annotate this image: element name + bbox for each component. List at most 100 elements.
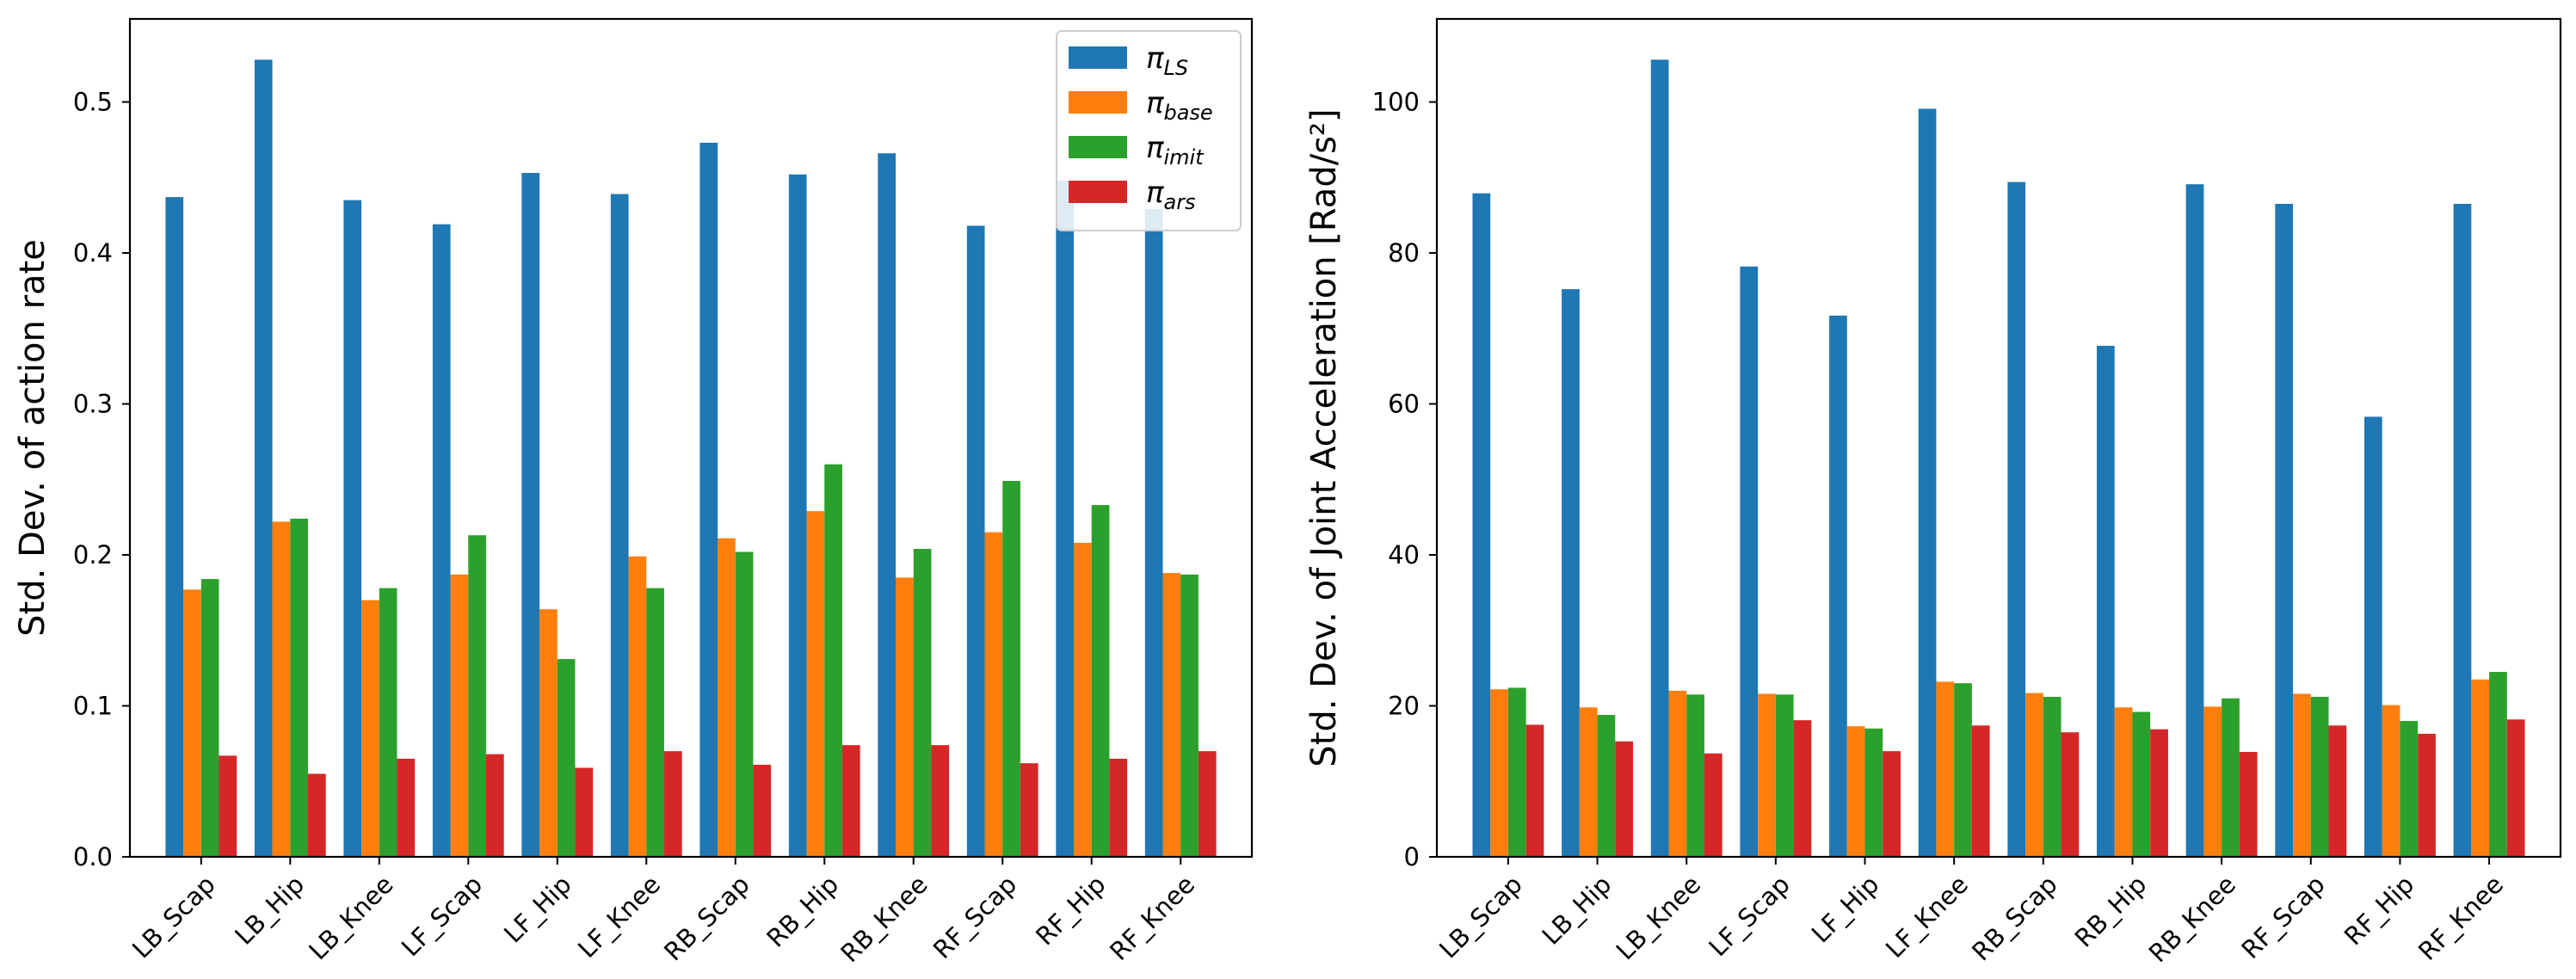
bar-pi-base-lb-knee <box>1668 690 1687 857</box>
y-tick-label: 100 <box>1372 88 1420 117</box>
y-tick-label: 20 <box>1388 692 1420 721</box>
bar-pi-imit-rb-scap <box>735 551 754 857</box>
x-tick-label: RB_Scap <box>1966 870 2062 966</box>
x-tick-label: RB_Knee <box>2143 870 2241 968</box>
x-tick-label: RF_Hip <box>2339 870 2419 951</box>
bar-pi-ars-rf-scap <box>1020 763 1038 857</box>
x-tick-label: LF_Hip <box>1806 870 1885 949</box>
x-tick-label: LF_Knee <box>572 870 666 964</box>
y-axis-label: Std. Dev. of action rate <box>13 239 52 637</box>
x-tick-label: LF_Scap <box>396 870 488 962</box>
bar-pi-ars-lf-hip <box>575 767 594 857</box>
bar-pi-LS-rb-hip <box>2097 345 2115 857</box>
y-tick-label: 40 <box>1388 540 1420 570</box>
bar-pi-ars-lb-scap <box>1525 724 1544 857</box>
x-tick-label: LB_Scap <box>126 870 221 964</box>
x-tick-label: RF_Scap <box>927 870 1022 964</box>
bar-pi-ars-rb-scap <box>753 764 772 857</box>
bar-pi-base-rf-hip <box>2382 705 2400 857</box>
plot-frame <box>1435 17 2562 859</box>
bar-pi-base-rf-scap <box>984 532 1003 857</box>
bar-pi-base-rb-knee <box>2203 706 2222 857</box>
bar-pi-imit-rf-hip <box>1091 505 1110 857</box>
bar-pi-ars-rf-knee <box>2506 719 2525 857</box>
bar-pi-ars-lb-hip <box>307 773 326 857</box>
bar-pi-LS-lf-knee <box>610 194 629 857</box>
y-tick-label: 0.2 <box>73 540 113 570</box>
bar-pi-imit-lb-hip <box>290 518 308 857</box>
x-tick-label: RB_Hip <box>2069 870 2153 953</box>
bar-pi-LS-lf-hip <box>521 173 540 858</box>
bar-pi-base-rf-hip <box>1074 542 1092 857</box>
bar-pi-imit-lf-knee <box>1954 683 1972 857</box>
bar-pi-imit-rf-hip <box>2400 721 2419 857</box>
bar-pi-imit-rf-scap <box>2310 696 2329 857</box>
y-tick-label: 80 <box>1388 238 1420 268</box>
bar-pi-base-rb-hip <box>2114 707 2133 857</box>
x-tick-label: LF_Hip <box>498 870 577 949</box>
x-tick-label: LB_Knee <box>1611 870 1706 965</box>
x-tick-label: LB_Knee <box>303 870 398 965</box>
bar-pi-imit-lb-scap <box>200 579 219 857</box>
bar-pi-LS-lb-scap <box>1472 193 1491 858</box>
bar-pi-LS-lf-hip <box>1829 315 1847 858</box>
y-axis-label: Std. Dev. of Joint Acceleration [Rad/s²] <box>1304 108 1344 767</box>
bar-pi-imit-rb-hip <box>824 464 842 857</box>
bar-pi-imit-rf-knee <box>2489 672 2507 857</box>
y-tick-label: 0 <box>1404 842 1420 871</box>
bar-pi-ars-rf-knee <box>1198 751 1217 857</box>
legend-label: πimit <box>1146 131 1205 169</box>
bar-pi-imit-rb-hip <box>2132 711 2151 857</box>
x-tick-label: LB_Hip <box>1537 870 1618 951</box>
bar-pi-imit-lf-knee <box>646 588 664 857</box>
legend-swatch <box>1069 136 1127 158</box>
bar-pi-base-rf-knee <box>2471 679 2490 857</box>
bar-pi-imit-lb-knee <box>1686 694 1704 857</box>
x-tick-label: RF_Scap <box>2236 870 2331 964</box>
bar-pi-ars-lf-knee <box>1971 725 1990 857</box>
bar-pi-LS-rb-knee <box>2185 184 2204 857</box>
bar-pi-ars-rf-scap <box>2328 725 2347 857</box>
x-tick-label: LB_Scap <box>1433 870 1528 964</box>
bar-pi-imit-rb-knee <box>913 548 932 857</box>
bar-pi-base-lb-knee <box>361 600 379 857</box>
bar-pi-base-lf-knee <box>1936 681 1955 857</box>
bar-pi-imit-lf-scap <box>1775 694 1794 857</box>
bar-pi-LS-lf-scap <box>432 224 451 858</box>
bar-pi-base-rf-knee <box>1162 573 1181 857</box>
bar-pi-imit-lb-hip <box>1597 715 1616 857</box>
y-tick-label: 0.0 <box>73 842 113 871</box>
bar-pi-base-rf-scap <box>2293 693 2311 857</box>
bar-pi-imit-rb-scap <box>2043 696 2061 857</box>
bar-pi-ars-lb-hip <box>1615 741 1634 857</box>
bar-pi-ars-lb-knee <box>1704 753 1722 857</box>
x-tick-label: RB_Scap <box>658 870 755 966</box>
x-tick-label: LF_Knee <box>1880 870 1974 964</box>
bar-pi-LS-rb-scap <box>699 142 718 857</box>
bar-pi-imit-rb-knee <box>2222 698 2240 857</box>
x-tick-label: RF_Hip <box>1030 870 1111 951</box>
bar-pi-base-lf-hip <box>1846 726 1865 857</box>
y-tick-label: 0.4 <box>73 238 113 268</box>
bar-pi-LS-lf-knee <box>1918 108 1937 858</box>
bar-pi-LS-rb-knee <box>878 153 897 858</box>
bars <box>165 59 1217 858</box>
bar-pi-LS-lb-scap <box>165 197 184 857</box>
y-tick-label: 0.5 <box>73 88 113 117</box>
bar-pi-ars-rb-knee <box>2239 752 2258 857</box>
y-tick-label: 60 <box>1388 390 1420 419</box>
bar-pi-base-lb-scap <box>183 589 201 857</box>
bar-pi-LS-rb-scap <box>2007 182 2026 857</box>
x-tick-label: RF_Knee <box>1104 870 1200 966</box>
bar-pi-base-lb-hip <box>1579 707 1598 857</box>
bar-pi-LS-lb-hip <box>254 59 273 857</box>
bar-pi-ars-lf-knee <box>663 751 682 857</box>
x-tick-label: RF_Knee <box>2413 870 2509 966</box>
bar-pi-ars-lf-scap <box>485 754 504 857</box>
bar-pi-base-rb-hip <box>806 511 825 857</box>
bar-pi-LS-lb-knee <box>343 200 362 857</box>
bar-pi-imit-lf-scap <box>468 535 486 857</box>
x-tick-label: LF_Scap <box>1703 870 1795 962</box>
bar-pi-ars-lb-knee <box>397 758 416 857</box>
